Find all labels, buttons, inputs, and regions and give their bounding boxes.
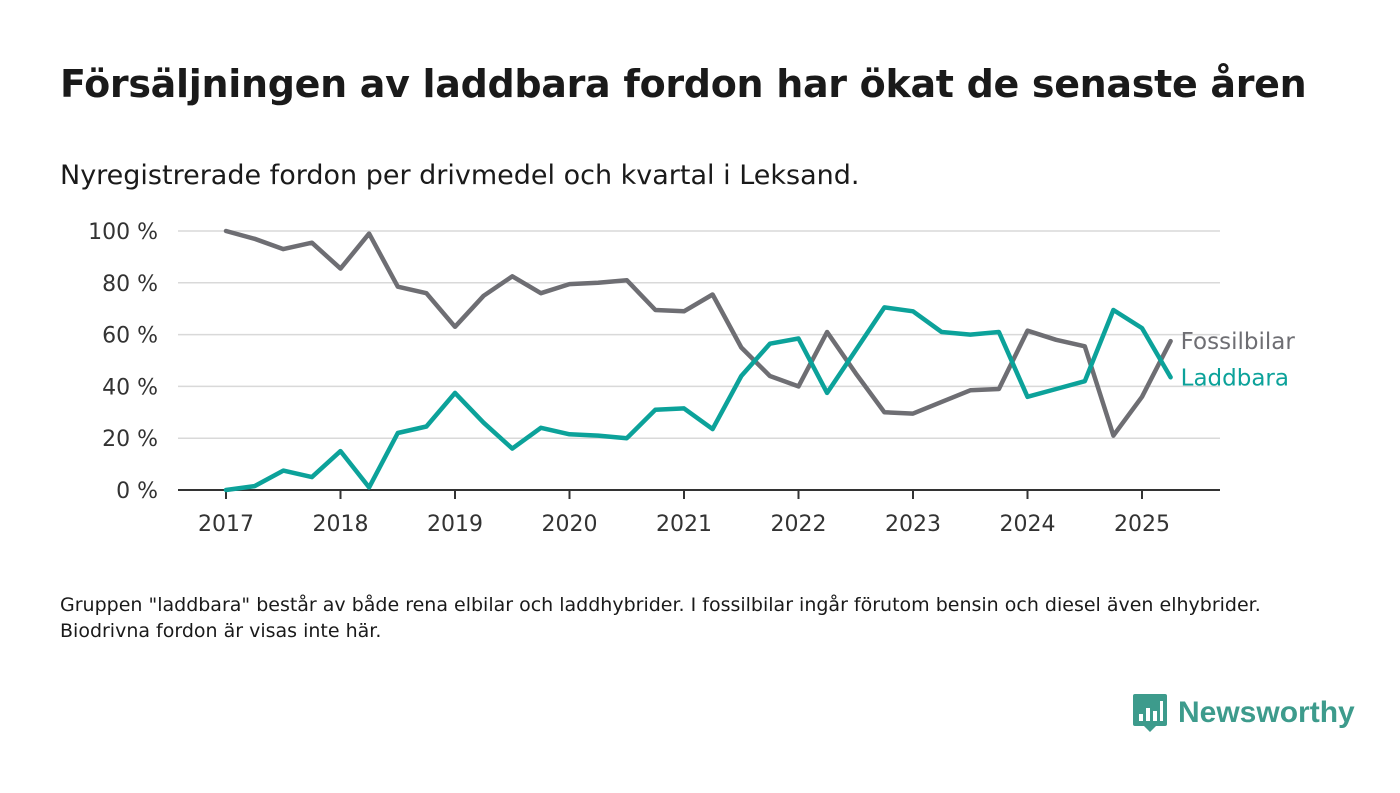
newsworthy-chart-bubble-icon xyxy=(1133,694,1167,732)
series-labels: Fossilbilar Laddbara xyxy=(1181,329,1296,391)
x-tick-label: 2021 xyxy=(656,512,712,537)
chart-title: Försäljningen av laddbara fordon har öka… xyxy=(60,62,1307,106)
x-tick-label: 2017 xyxy=(198,512,254,537)
series-label-fossilbilar: Fossilbilar xyxy=(1181,329,1296,355)
series-lines xyxy=(223,228,1173,493)
x-tick-label: 2019 xyxy=(427,512,483,537)
x-tick-label: 2020 xyxy=(542,512,598,537)
y-tick-label: 40 % xyxy=(102,375,158,400)
x-axis-ticks: 2017 2018 2019 2020 2021 2022 2023 2024 2025 xyxy=(198,490,1170,537)
y-axis-ticks: 0 % 20 % 40 % 60 % 80 % 100 % xyxy=(88,220,158,504)
y-tick-label: 20 % xyxy=(102,427,158,452)
x-tick-label: 2024 xyxy=(1000,512,1056,537)
y-tick-label: 100 % xyxy=(88,220,158,245)
newsworthy-logo: Newsworthy xyxy=(1132,692,1355,734)
y-tick-label: 80 % xyxy=(102,272,158,297)
gridlines xyxy=(178,230,1220,491)
y-tick-label: 60 % xyxy=(102,324,158,349)
series-line-fossilbilar xyxy=(223,228,1173,438)
y-tick-label: 0 % xyxy=(116,479,158,504)
x-tick-label: 2022 xyxy=(771,512,827,537)
footnote: Gruppen "laddbara" består av både rena e… xyxy=(60,594,1261,642)
series-label-laddbara: Laddbara xyxy=(1181,365,1289,391)
series-line-laddbara xyxy=(223,305,1173,493)
x-tick-label: 2025 xyxy=(1114,512,1170,537)
chart-subtitle: Nyregistrerade fordon per drivmedel och … xyxy=(60,160,860,191)
x-tick-label: 2018 xyxy=(313,512,369,537)
logo-text: Newsworthy xyxy=(1178,696,1355,729)
x-tick-label: 2023 xyxy=(885,512,941,537)
line-chart: 0 % 20 % 40 % 60 % 80 % 100 % 2017 2018 2019 202… xyxy=(88,220,1296,537)
